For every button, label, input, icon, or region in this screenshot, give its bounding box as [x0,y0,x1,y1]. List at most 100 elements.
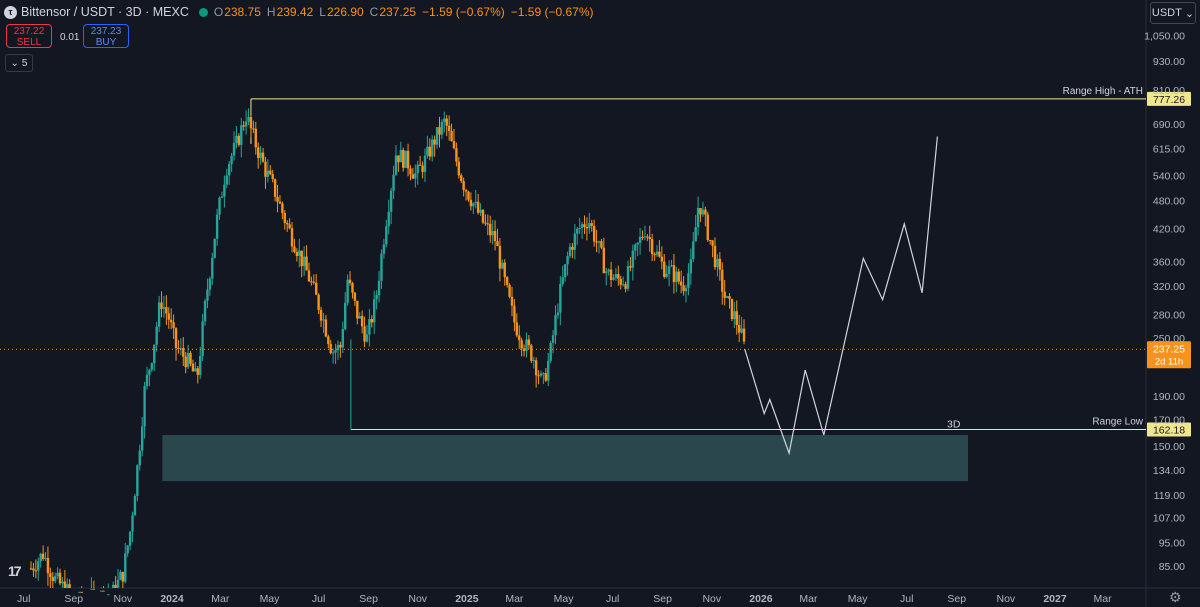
sell-button[interactable]: 237.22 SELL [6,24,52,48]
candle-body [534,360,538,376]
candle-body [162,307,166,309]
candle-body [566,256,569,265]
y-tick-label: 95.00 [1159,537,1185,549]
candle-body [452,141,456,149]
candle-body [286,222,289,225]
candle-body [116,579,120,588]
candle-body [143,386,146,427]
candle-body [742,328,746,342]
candle-body [223,184,226,197]
candle-body [153,344,156,364]
candle-body [428,146,432,157]
x-tick-label: Mar [799,593,818,605]
projection-path[interactable] [744,136,938,456]
candle-body [508,284,511,297]
candle-body [573,233,577,250]
candle-body [614,274,618,278]
candle-body [182,347,185,357]
candle-body [687,273,690,288]
candle-body [99,590,103,592]
buy-button[interactable]: 237.23 BUY [83,24,129,48]
y-tick-label: 280.00 [1153,309,1185,321]
candle-body [119,571,122,580]
candle-body [385,226,388,245]
candle-body [431,139,434,157]
candle-body [655,251,659,255]
candle-body [530,345,533,361]
candle-body [155,326,158,345]
candle-body [486,223,490,225]
candle-body [588,223,591,229]
candle-body [679,281,683,286]
candle-body [501,262,504,269]
candle-body [111,584,115,588]
candle-body [319,309,323,321]
x-tick-label: Sep [653,593,672,605]
candle-body [160,302,163,309]
candle-body [281,203,284,214]
candle-body [402,149,405,168]
candle-body [140,426,144,451]
candle-body [194,368,197,372]
x-tick-label: 2025 [455,593,479,605]
candle-body [220,196,224,198]
candle-body [708,240,712,242]
candle-body [66,584,69,588]
candle-body [621,284,625,286]
symbol-header: τ Bittensor / USDT · 3D · MEXC O 238.75 H… [4,3,600,21]
candle-body [699,208,702,215]
symbol-title[interactable]: Bittensor / USDT · 3D · MEXC [21,5,189,19]
candle-body [503,262,506,278]
candle-body [597,241,601,243]
x-tick-label: Mar [211,593,230,605]
candle-body [237,135,241,145]
candle-body [696,208,700,228]
candle-body [201,321,204,357]
indicators-toggle-button[interactable]: ⌄ 5 [5,54,33,72]
gear-icon[interactable]: ⚙ [1169,589,1182,605]
candle-body [563,264,567,278]
spread-value: 0.01 [60,32,80,43]
x-tick-label: Nov [997,593,1016,605]
candle-body [684,287,688,292]
x-tick-label: Jul [312,593,325,605]
candle-body [198,356,202,375]
candle-body [213,238,216,258]
candle-body [186,352,190,368]
currency-selector[interactable]: USDT ⌄ [1150,2,1196,24]
candle-body [380,253,383,281]
demand-zone[interactable] [162,435,968,482]
candle-body [273,179,277,197]
candle-body [629,266,632,268]
candle-body [474,201,477,204]
candle-body [63,581,67,588]
x-tick-label: Sep [64,593,83,605]
candle-body [443,118,446,122]
candle-body [520,340,523,349]
candle-body [660,256,664,262]
candle-body [189,352,192,364]
candle-body [559,284,562,313]
candle-body [409,168,412,175]
candle-body [218,197,221,215]
candle-body [585,227,589,229]
candle-body [295,252,299,256]
high-value: 239.42 [276,5,314,19]
candle-body [259,152,262,158]
candle-body [373,299,376,323]
candle-body [641,236,644,238]
candle-body [244,121,248,127]
x-tick-label: Jul [17,593,30,605]
change-value-2: −1.59 (−0.67%) [510,5,594,19]
candle-body [341,329,344,348]
y-tick-label: 1,050.00 [1144,30,1185,42]
candle-body [718,258,722,270]
candle-body [542,373,545,375]
candle-body [423,155,427,172]
candle-body [68,584,71,588]
sell-label: SELL [16,37,42,48]
candle-body [547,360,550,381]
open-value: 238.75 [224,5,261,19]
range-low-line-price-tag [1147,422,1191,437]
